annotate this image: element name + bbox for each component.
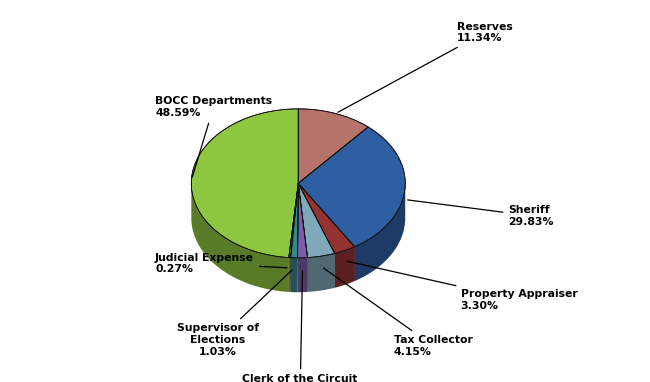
Polygon shape <box>191 109 298 257</box>
Text: Clerk of the Circuit
Court
1.48%: Clerk of the Circuit Court 1.48% <box>242 271 358 382</box>
Polygon shape <box>191 185 289 292</box>
Polygon shape <box>298 183 335 288</box>
Polygon shape <box>307 253 335 292</box>
Polygon shape <box>298 183 355 281</box>
Text: BOCC Departments
48.59%: BOCC Departments 48.59% <box>155 96 272 177</box>
Text: Judicial Expense
0.27%: Judicial Expense 0.27% <box>155 253 287 274</box>
Polygon shape <box>291 183 298 292</box>
Polygon shape <box>298 183 335 288</box>
Text: Tax Collector
4.15%: Tax Collector 4.15% <box>324 268 473 356</box>
Polygon shape <box>298 183 307 258</box>
Polygon shape <box>298 127 405 247</box>
Polygon shape <box>289 183 298 258</box>
Polygon shape <box>298 183 355 253</box>
Polygon shape <box>289 257 291 292</box>
Polygon shape <box>298 257 307 292</box>
Polygon shape <box>298 183 307 292</box>
Polygon shape <box>291 183 298 258</box>
Polygon shape <box>291 258 298 292</box>
Polygon shape <box>298 183 355 281</box>
Polygon shape <box>335 247 355 288</box>
Text: Property Appraiser
3.30%: Property Appraiser 3.30% <box>348 261 577 311</box>
Polygon shape <box>289 183 298 292</box>
Text: Sheriff
29.83%: Sheriff 29.83% <box>408 200 554 227</box>
Polygon shape <box>298 183 335 257</box>
Polygon shape <box>298 109 368 183</box>
Text: Reserves
11.34%: Reserves 11.34% <box>338 22 513 112</box>
Polygon shape <box>298 183 307 292</box>
Polygon shape <box>291 183 298 292</box>
Polygon shape <box>289 183 298 292</box>
Polygon shape <box>355 184 405 281</box>
Text: Supervisor of
Elections
1.03%: Supervisor of Elections 1.03% <box>177 270 292 356</box>
